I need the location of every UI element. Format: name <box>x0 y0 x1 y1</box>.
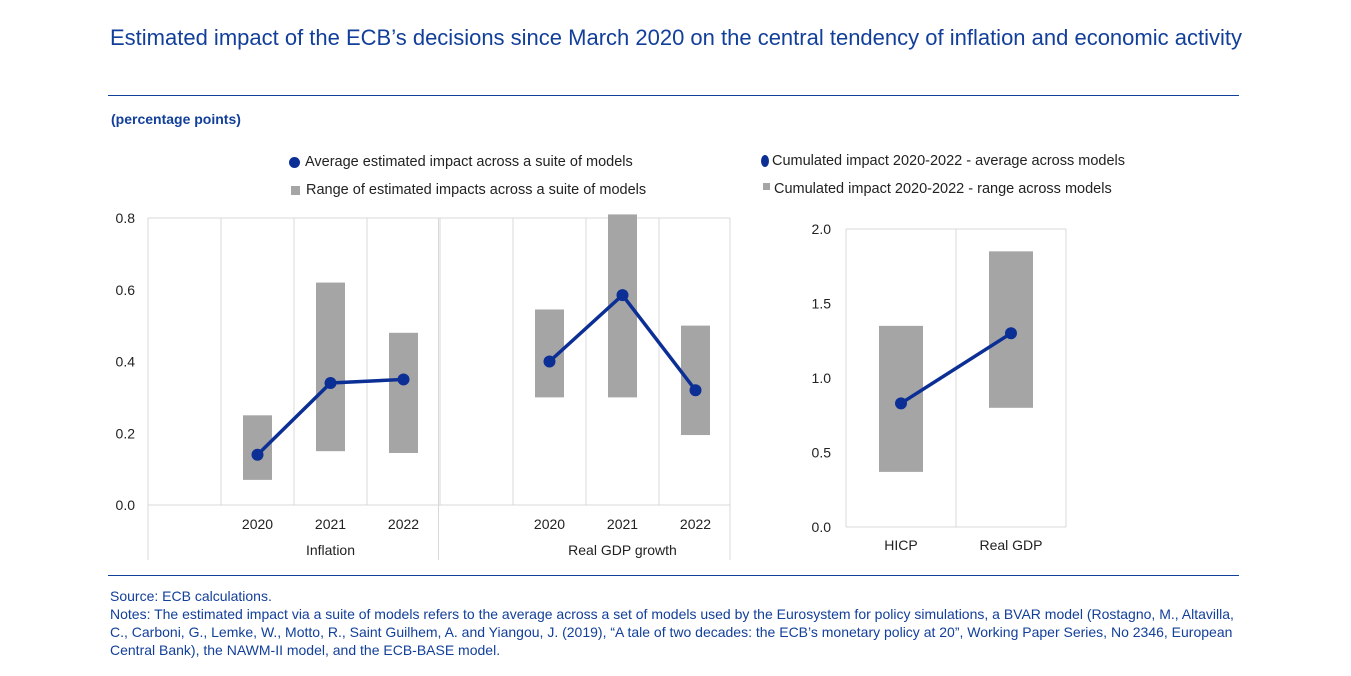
legend-right-range: Cumulated impact 2020-2022 - range acros… <box>763 181 1112 197</box>
average-point <box>689 384 702 397</box>
y-tick-label: 1.0 <box>812 370 832 386</box>
x-tick-label: 2022 <box>388 516 419 532</box>
legend-right-average: Cumulated impact 2020-2022 - average acr… <box>761 153 1125 169</box>
range-bar <box>681 325 710 436</box>
legend-dot-icon <box>761 155 769 167</box>
y-tick-label: 0.2 <box>116 425 136 441</box>
notes-text: Notes: The estimated impact via a suite … <box>110 606 1234 658</box>
chart-title: Estimated impact of the ECB’s decisions … <box>110 25 1242 50</box>
average-point <box>251 448 264 461</box>
legend-dot-icon <box>289 156 300 168</box>
x-tick-label: 2020 <box>534 516 565 532</box>
legend-square-icon <box>763 182 770 190</box>
x-tick-label: 2021 <box>607 516 638 532</box>
footer-divider <box>108 575 1239 576</box>
source-note: Source: ECB calculations. <box>110 588 272 604</box>
title-divider <box>108 95 1239 96</box>
legend-left-range: Range of estimated impacts across a suit… <box>291 182 646 198</box>
x-tick-label: HICP <box>884 537 917 553</box>
chart-subtitle: (percentage points) <box>111 111 241 127</box>
legend-right-average-label: Cumulated impact 2020-2022 - average acr… <box>772 153 1126 169</box>
legend-right-range-label: Cumulated impact 2020-2022 - range acros… <box>774 181 1112 197</box>
average-point <box>1005 327 1017 340</box>
range-bar <box>316 282 345 452</box>
footer: Source: ECB calculations. Notes: The est… <box>110 587 1250 659</box>
average-point <box>616 289 629 302</box>
legend-square-icon <box>291 185 300 195</box>
y-tick-label: 1.5 <box>812 296 832 312</box>
x-tick-label: 2021 <box>315 516 346 532</box>
group-label: Real GDP growth <box>568 542 677 558</box>
average-point <box>324 377 337 390</box>
y-tick-label: 0.5 <box>812 445 832 461</box>
range-bar <box>389 332 418 453</box>
legend-left-average: Average estimated impact across a suite … <box>289 154 633 170</box>
y-tick-label: 0.0 <box>116 497 136 513</box>
y-tick-label: 0.4 <box>116 354 136 370</box>
range-bar <box>243 415 272 480</box>
y-tick-label: 0.0 <box>812 519 832 535</box>
x-tick-label: Real GDP <box>979 537 1042 553</box>
legend-left-range-label: Range of estimated impacts across a suit… <box>306 182 647 198</box>
average-point <box>397 373 410 386</box>
group-label: Inflation <box>306 542 355 558</box>
x-tick-label: 2020 <box>242 516 273 532</box>
x-tick-label: 2022 <box>680 516 711 532</box>
y-tick-label: 2.0 <box>812 221 832 237</box>
average-point <box>895 397 907 410</box>
legend-left-average-label: Average estimated impact across a suite … <box>305 154 633 170</box>
y-tick-label: 0.8 <box>116 210 136 226</box>
y-tick-label: 0.6 <box>116 282 136 298</box>
average-line <box>900 331 1012 405</box>
average-point <box>543 355 556 368</box>
